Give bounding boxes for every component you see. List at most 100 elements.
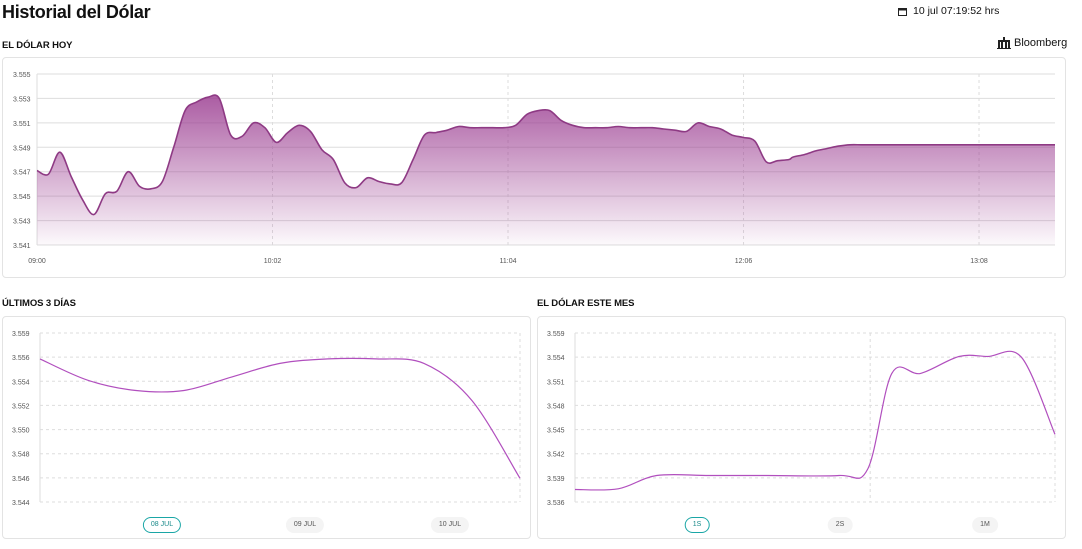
- data-point: [986, 144, 987, 145]
- range-tab-10-jul[interactable]: 10 JUL: [430, 517, 470, 533]
- data-point: [128, 171, 129, 172]
- data-point: [242, 136, 243, 137]
- data-point: [789, 159, 790, 160]
- range-tab-2s[interactable]: 2S: [827, 517, 853, 533]
- data-point: [71, 176, 72, 177]
- data-point: [686, 131, 687, 132]
- range-tab-09-jul[interactable]: 09 JUL: [285, 517, 325, 533]
- data-point: [929, 144, 930, 145]
- data-point: [618, 126, 619, 127]
- y-tick-label: 3.548: [547, 403, 565, 410]
- data-point: [663, 128, 664, 129]
- calendar-icon: [898, 7, 907, 16]
- y-tick-label: 3.541: [13, 243, 31, 250]
- x-tick-label: 13:08: [970, 258, 988, 265]
- x-tick-label: 10:02: [264, 258, 282, 265]
- data-point: [378, 181, 379, 182]
- datetime: 10 jul 07:19:52 hrs: [898, 5, 999, 17]
- data-point: [827, 148, 828, 149]
- data-point: [629, 127, 630, 128]
- data-point: [253, 122, 254, 123]
- data-point: [447, 130, 448, 131]
- data-point: [1020, 144, 1021, 145]
- data-point: [82, 199, 83, 200]
- data-point: [287, 132, 288, 133]
- data-point: [435, 132, 436, 133]
- y-tick-label: 3.544: [12, 500, 30, 507]
- datetime-text: 10 jul 07:19:52 hrs: [913, 5, 1000, 17]
- data-point: [105, 193, 106, 194]
- data-point: [709, 126, 710, 127]
- data-point: [549, 110, 550, 111]
- x-tick-label: 12:06: [735, 258, 753, 265]
- data-point: [777, 160, 778, 161]
- data-point: [356, 187, 357, 188]
- data-point: [36, 170, 37, 171]
- y-tick-label: 3.556: [12, 355, 30, 362]
- data-point: [861, 144, 862, 145]
- data-point: [504, 127, 505, 128]
- data-point: [48, 174, 49, 175]
- data-point: [804, 154, 805, 155]
- x-tick-label: 11:04: [500, 258, 517, 265]
- data-point: [413, 159, 414, 160]
- y-tick-label: 3.543: [13, 219, 31, 226]
- y-tick-label: 3.539: [547, 476, 565, 483]
- data-point: [963, 144, 964, 145]
- range-tab-08-jul[interactable]: 08 JUL: [142, 517, 182, 533]
- data-point: [458, 126, 459, 127]
- series-line: [574, 350, 1056, 491]
- data-point: [652, 127, 653, 128]
- data-point: [321, 149, 322, 150]
- data-point: [952, 144, 953, 145]
- section-title-today: EL DÓLAR HOY: [2, 40, 73, 51]
- page-title: Historial del Dólar: [2, 2, 151, 22]
- y-tick-label: 3.551: [13, 121, 31, 128]
- data-point: [872, 144, 873, 145]
- data-point: [401, 182, 402, 183]
- chart-card-month: 3.536 3.539 3.542 3.545 3.548 3.551 3.554 3.559…: [537, 316, 1066, 539]
- data-point: [230, 135, 231, 136]
- data-point: [59, 152, 60, 153]
- data-point: [310, 131, 311, 132]
- y-tick-label: 3.549: [13, 145, 31, 152]
- data-point: [344, 182, 345, 183]
- data-point: [906, 144, 907, 145]
- source-label: Bloomberg: [1014, 37, 1068, 49]
- data-point: [884, 144, 885, 145]
- data-point: [975, 144, 976, 145]
- range-tab-1s[interactable]: 1S: [684, 517, 710, 533]
- data-point: [895, 144, 896, 145]
- chart-three-days: 3.544 3.546 3.548 3.550 3.552 3.554 3.556 3.559: [12, 331, 521, 507]
- data-point: [766, 161, 767, 162]
- series-line-today: [36, 94, 1055, 216]
- y-tick-label: 3.552: [12, 403, 30, 410]
- data-point: [1032, 144, 1033, 145]
- data-point: [93, 214, 94, 215]
- data-point: [538, 110, 539, 111]
- data-point: [595, 127, 596, 128]
- data-point: [640, 127, 641, 128]
- chart-today: 3.541 3.543 3.545 3.547 3.549 3.551 3.553 3.555…: [13, 72, 1055, 265]
- data-point: [997, 144, 998, 145]
- data-point: [1009, 144, 1010, 145]
- data-point: [515, 125, 516, 126]
- area-fill-today: [37, 95, 1055, 245]
- y-tick-label: 3.554: [547, 355, 565, 362]
- range-tab-1m[interactable]: 1M: [972, 517, 998, 533]
- data-point: [481, 127, 482, 128]
- data-point: [743, 137, 744, 138]
- chart-month: 3.536 3.539 3.542 3.545 3.548 3.551 3.554 3.559: [547, 331, 1056, 507]
- data-point: [572, 125, 573, 126]
- data-point: [150, 188, 151, 189]
- data-point: [219, 98, 220, 99]
- y-tick-label: 3.536: [547, 500, 565, 507]
- y-tick-label: 3.547: [13, 170, 31, 177]
- data-point: [276, 142, 277, 143]
- data-point: [162, 181, 163, 182]
- data-point: [196, 102, 197, 103]
- y-tick-label: 3.542: [547, 452, 565, 459]
- source-credit: Bloomberg: [997, 37, 1067, 49]
- data-point: [424, 135, 425, 136]
- data-point: [754, 141, 755, 142]
